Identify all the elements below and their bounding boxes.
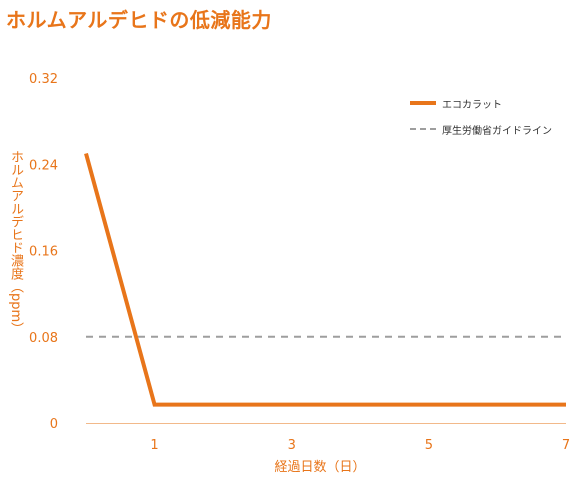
y-axis-title: ホルムアルデヒド濃度（ppm） [8, 150, 23, 336]
x-tick-label: 1 [150, 438, 158, 453]
x-tick-label: 7 [562, 438, 570, 453]
legend-label: 厚生労働省ガイドライン [442, 125, 552, 137]
x-tick-label: 3 [288, 438, 296, 453]
x-axis-title: 経過日数（日） [274, 460, 366, 475]
legend-swatch-dashed-line [410, 128, 436, 130]
x-tick-label: 5 [425, 438, 433, 453]
legend: エコカラット 厚生労働省ガイドライン [410, 92, 552, 144]
y-tick-label: 0.08 [29, 331, 58, 346]
y-tick-label: 0.16 [29, 245, 58, 260]
legend-item-guideline: 厚生労働省ガイドライン [410, 118, 552, 140]
legend-swatch-solid-line [410, 101, 436, 105]
legend-item-ecocarat: エコカラット [410, 92, 552, 114]
y-tick-label: 0 [50, 417, 58, 432]
legend-label: エコカラット [442, 99, 502, 111]
y-tick-label: 0.24 [29, 158, 58, 173]
y-tick-label: 0.32 [29, 72, 58, 87]
chart-title: ホルムアルデヒドの低減能力 [6, 8, 272, 32]
ecocarat-series-line [84, 152, 566, 407]
